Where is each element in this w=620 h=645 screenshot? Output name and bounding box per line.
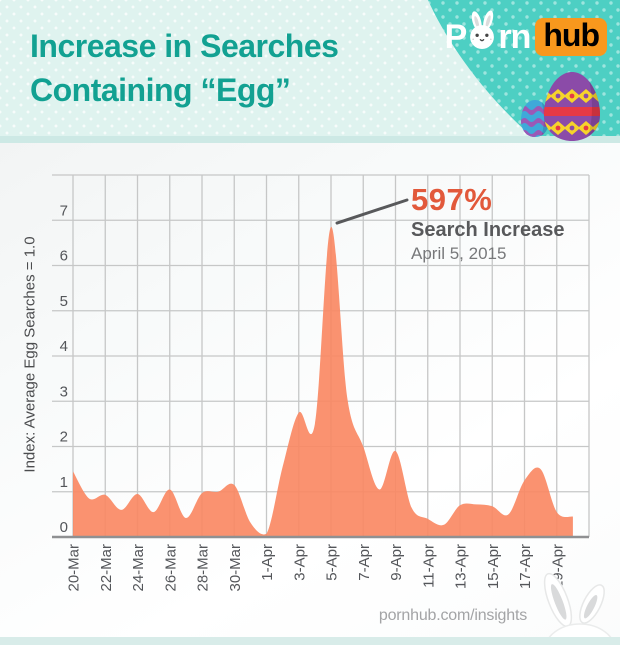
svg-text:3-Apr: 3-Apr — [291, 544, 308, 581]
svg-text:2: 2 — [60, 429, 68, 446]
svg-text:11-Apr: 11-Apr — [420, 544, 437, 588]
annotation-percent: 597% — [411, 182, 493, 217]
pornhub-logo: P rn hub — [444, 10, 607, 58]
annotation-date: April 5, 2015 — [411, 244, 507, 264]
bunny-face-icon — [470, 10, 495, 49]
header: Increase in Searches Containing “Egg” P … — [0, 0, 620, 141]
svg-text:22-Mar: 22-Mar — [98, 544, 115, 592]
svg-text:1: 1 — [60, 474, 68, 491]
svg-text:9-Apr: 9-Apr — [388, 544, 405, 581]
page-title-line2: Containing “Egg” — [30, 72, 291, 109]
y-axis-label: Index: Average Egg Searches = 1.0 — [21, 236, 39, 473]
easter-eggs-icon — [521, 72, 600, 141]
bottom-accent-strip — [0, 637, 620, 645]
svg-text:15-Apr: 15-Apr — [485, 544, 502, 589]
svg-text:5: 5 — [60, 293, 68, 310]
logo-text-rn: rn — [498, 17, 531, 56]
footer-url: pornhub.com/insights — [378, 607, 527, 624]
svg-text:5-Apr: 5-Apr — [324, 544, 341, 581]
svg-text:26-Mar: 26-Mar — [162, 544, 179, 592]
svg-text:6: 6 — [60, 248, 68, 265]
svg-text:4: 4 — [60, 338, 68, 355]
svg-text:30-Mar: 30-Mar — [227, 544, 244, 592]
svg-text:3: 3 — [60, 383, 68, 400]
svg-text:13-Apr: 13-Apr — [453, 544, 470, 589]
logo-text-p: P — [444, 17, 468, 56]
page-title: Increase in Searches Containing “Egg” — [30, 24, 339, 112]
svg-text:24-Mar: 24-Mar — [130, 544, 147, 592]
annotation-label: Search Increase — [411, 218, 565, 241]
svg-text:17-Apr: 17-Apr — [517, 544, 534, 589]
svg-text:28-Mar: 28-Mar — [195, 544, 212, 592]
svg-text:7-Apr: 7-Apr — [356, 544, 373, 581]
svg-text:1-Apr: 1-Apr — [259, 544, 276, 581]
svg-text:20-Mar: 20-Mar — [66, 544, 83, 592]
peak-annotation: 597% Search Increase April 5, 2015 — [411, 182, 565, 264]
page-title-line1: Increase in Searches — [30, 28, 339, 64]
bunny-ears-icon — [543, 572, 614, 640]
svg-text:7: 7 — [60, 202, 68, 219]
svg-text:0: 0 — [60, 519, 68, 536]
header-divider — [0, 136, 620, 143]
logo-hub-badge: hub — [535, 17, 607, 57]
